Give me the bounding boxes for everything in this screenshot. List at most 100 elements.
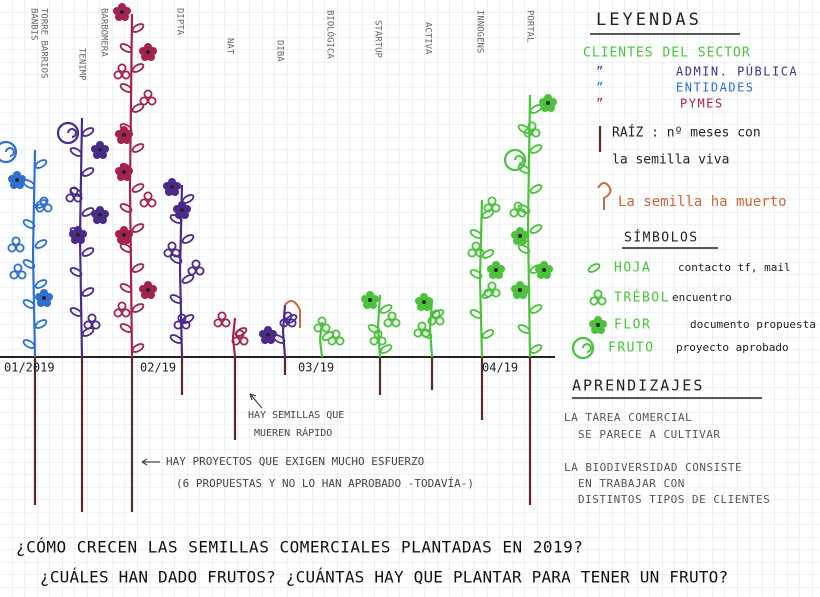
annotation: (6 PROPUESTAS Y NO LO HAN APROBADO -TODA… bbox=[176, 477, 474, 490]
timeline-label: 03/19 bbox=[298, 361, 334, 375]
leaf bbox=[69, 267, 83, 277]
timeline-label: 04/19 bbox=[482, 361, 518, 375]
flower-center bbox=[368, 298, 372, 302]
column-label: BARBOMERA bbox=[99, 8, 109, 57]
symbol-name: TRÉBOL bbox=[614, 290, 670, 306]
leaf bbox=[131, 223, 145, 233]
leaf bbox=[529, 344, 543, 354]
flower-petal bbox=[487, 265, 495, 273]
leaf bbox=[131, 183, 145, 193]
fruit bbox=[0, 140, 18, 164]
leaf bbox=[529, 304, 543, 314]
leaf bbox=[119, 283, 133, 293]
symbol-meaning: encuentro bbox=[672, 291, 732, 304]
leaf bbox=[81, 127, 95, 137]
leaf bbox=[517, 164, 531, 174]
leaf bbox=[481, 329, 495, 339]
flower-petal bbox=[547, 104, 555, 112]
stem bbox=[231, 317, 237, 358]
column-label: DIBA bbox=[275, 40, 285, 62]
clover bbox=[177, 313, 187, 323]
clover bbox=[121, 308, 131, 318]
clover bbox=[491, 288, 501, 298]
flower-center bbox=[98, 148, 102, 152]
timeline-label: 02/19 bbox=[140, 361, 176, 375]
annotation: HAY SEMILLAS QUE bbox=[248, 410, 344, 421]
column-label: TORRE BARRIOS bbox=[39, 8, 49, 78]
clover bbox=[13, 263, 23, 273]
leaf bbox=[469, 309, 483, 319]
flower-center bbox=[542, 268, 546, 272]
leaf bbox=[529, 184, 543, 194]
clover bbox=[387, 311, 397, 321]
leaf bbox=[34, 279, 48, 289]
flower-petal bbox=[361, 295, 369, 303]
root-legend: RAÍZ : nº meses con bbox=[612, 125, 761, 141]
clover bbox=[121, 70, 131, 80]
flower-petal bbox=[171, 188, 179, 196]
column-label: BANBIS bbox=[29, 8, 39, 41]
flower-petal bbox=[35, 293, 43, 301]
learning-line: LA TAREA COMERCIAL bbox=[564, 411, 692, 424]
clover bbox=[331, 329, 341, 339]
flower-petal bbox=[99, 216, 107, 224]
leaf bbox=[34, 239, 48, 249]
flower-petal bbox=[511, 285, 519, 293]
flower-center bbox=[170, 185, 174, 189]
stem bbox=[428, 299, 434, 358]
column-label: INNOGENS bbox=[475, 10, 485, 53]
stem bbox=[376, 294, 382, 358]
clover bbox=[221, 318, 231, 328]
fruit bbox=[503, 148, 527, 172]
leaf bbox=[529, 224, 543, 234]
column-label: ACTIVA bbox=[423, 22, 433, 55]
clover bbox=[91, 320, 101, 330]
flower-petal bbox=[115, 167, 123, 175]
leaf bbox=[81, 207, 95, 217]
clover bbox=[475, 248, 485, 258]
clover bbox=[421, 328, 431, 338]
clover bbox=[167, 241, 177, 251]
clover bbox=[527, 121, 537, 131]
leaf bbox=[169, 294, 183, 304]
leaf bbox=[81, 167, 95, 177]
leaf bbox=[529, 144, 543, 154]
clover bbox=[69, 186, 79, 196]
leaf bbox=[131, 143, 145, 153]
timeline-label: 01/2019 bbox=[4, 361, 55, 375]
leaf bbox=[34, 159, 48, 169]
leaf bbox=[517, 204, 531, 214]
clover bbox=[217, 311, 227, 321]
flower-center bbox=[120, 10, 124, 14]
leaf bbox=[379, 304, 393, 314]
flower-center bbox=[518, 234, 522, 238]
clover bbox=[435, 316, 445, 326]
leaf bbox=[131, 343, 145, 353]
leaf bbox=[22, 259, 36, 269]
flower-petal bbox=[139, 285, 147, 293]
dead-seed bbox=[284, 300, 301, 328]
fruit bbox=[582, 343, 592, 353]
symbols-title: SÍMBOLOS bbox=[624, 230, 699, 246]
legend-title: LEYENDAS bbox=[596, 10, 702, 30]
flower-center bbox=[596, 323, 600, 327]
column-label: STARTUP bbox=[373, 20, 383, 59]
clover bbox=[287, 318, 297, 328]
column-label: TENIMP bbox=[77, 48, 87, 81]
ditto-mark: ” bbox=[596, 65, 603, 79]
clover bbox=[531, 128, 541, 138]
clover bbox=[87, 313, 97, 323]
flower-petal bbox=[597, 326, 605, 334]
clover bbox=[117, 63, 127, 73]
leaf bbox=[22, 339, 36, 349]
flower-center bbox=[546, 101, 550, 105]
dead-legend: La semilla ha muerto bbox=[618, 194, 787, 210]
flower-center bbox=[146, 288, 150, 292]
flower-center bbox=[146, 50, 150, 54]
clover bbox=[195, 266, 205, 276]
flower-petal bbox=[69, 230, 77, 238]
sector-label: ENTIDADES bbox=[676, 81, 755, 95]
flower-center bbox=[518, 288, 522, 292]
clover bbox=[391, 318, 401, 328]
